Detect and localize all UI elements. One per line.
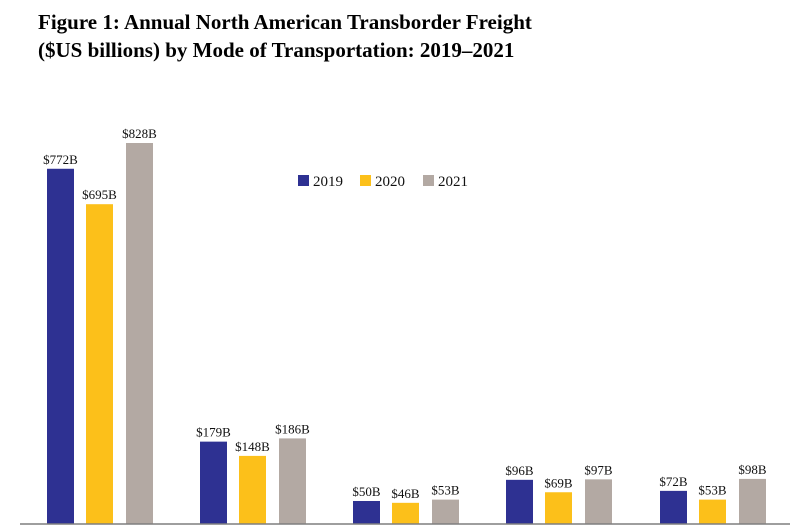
bar-2021-group-2 (279, 438, 306, 524)
bar-2020-group-3 (392, 502, 419, 524)
data-label-2020-group-5: $53B (698, 483, 727, 498)
bars-group (47, 143, 766, 524)
data-label-2021-group-5: $98B (738, 462, 767, 477)
data-label-2021-group-2: $186B (275, 421, 310, 436)
bar-2019-group-1 (47, 168, 74, 524)
bar-2019-group-3 (353, 500, 380, 524)
bar-2019-group-5 (660, 490, 687, 524)
bar-2021-group-3 (432, 499, 459, 524)
data-label-2020-group-1: $695B (82, 187, 117, 202)
bar-2021-group-5 (739, 478, 766, 524)
legend-label-2020: 2020 (375, 174, 405, 190)
bar-2021-group-1 (126, 143, 153, 524)
bar-2019-group-4 (506, 479, 533, 524)
legend: 2019 2020 2021 (298, 174, 468, 190)
data-label-2020-group-2: $148B (235, 439, 270, 454)
bar-2020-group-1 (86, 204, 113, 524)
data-labels-group: $772B $179B $50B $96B $72B $695B $148B $46B $69B… (43, 126, 767, 501)
data-label-2020-group-4: $69B (544, 475, 573, 490)
data-label-2020-group-3: $46B (391, 486, 420, 501)
chart-title-line-1: Figure 1: Annual North American Transbor… (38, 10, 532, 34)
bar-2020-group-2 (239, 455, 266, 524)
bar-2019-group-2 (200, 441, 227, 524)
legend-swatch-2020 (360, 175, 371, 186)
data-label-2019-group-2: $179B (196, 425, 231, 440)
data-label-2019-group-1: $772B (43, 152, 78, 167)
data-label-2021-group-1: $828B (122, 126, 157, 141)
legend-label-2019: 2019 (313, 174, 343, 190)
data-label-2019-group-3: $50B (352, 484, 381, 499)
chart-title: Figure 1: Annual North American Transbor… (38, 8, 532, 64)
data-label-2021-group-4: $97B (584, 462, 613, 477)
chart-title-line-2: ($US billions) by Mode of Transportation… (38, 38, 515, 62)
bar-2021-group-4 (585, 479, 612, 524)
bar-2020-group-4 (545, 492, 572, 524)
legend-label-2021: 2021 (438, 174, 468, 190)
bar-2020-group-5 (699, 499, 726, 524)
data-label-2019-group-4: $96B (505, 463, 534, 478)
legend-swatch-2019 (298, 175, 309, 186)
data-label-2021-group-3: $53B (431, 483, 460, 498)
data-label-2019-group-5: $72B (659, 474, 688, 489)
legend-swatch-2021 (423, 175, 434, 186)
